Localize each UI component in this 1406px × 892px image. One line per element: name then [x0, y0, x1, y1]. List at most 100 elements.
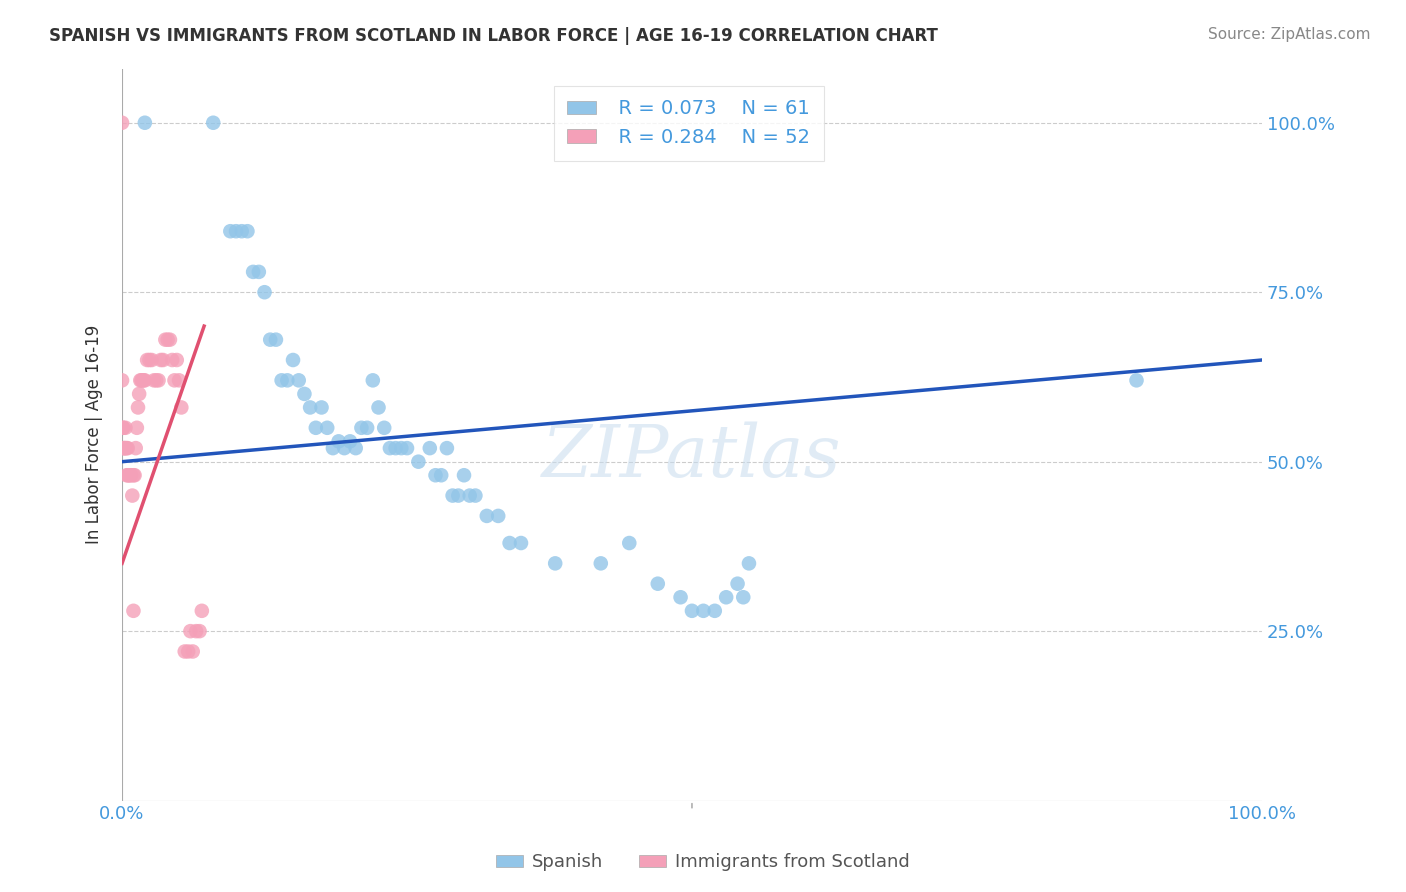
Legend:   R = 0.073    N = 61,   R = 0.284    N = 52: R = 0.073 N = 61, R = 0.284 N = 52 — [554, 86, 824, 161]
Point — [129, 373, 152, 387]
Point — [247, 265, 270, 279]
Point — [703, 604, 725, 618]
Point — [738, 557, 761, 571]
Point — [173, 644, 195, 658]
Point — [486, 508, 509, 523]
Point — [619, 536, 641, 550]
Point — [350, 421, 373, 435]
Point — [202, 116, 225, 130]
Point — [589, 557, 612, 571]
Point — [281, 353, 304, 368]
Point — [361, 373, 384, 387]
Point — [219, 224, 242, 238]
Point — [111, 373, 134, 387]
Point — [430, 468, 453, 483]
Point — [425, 468, 447, 483]
Point — [458, 489, 481, 503]
Point — [124, 468, 146, 483]
Point — [231, 224, 253, 238]
Point — [125, 441, 148, 455]
Point — [299, 401, 322, 415]
Point — [159, 333, 181, 347]
Point — [475, 508, 498, 523]
Point — [647, 576, 669, 591]
Point — [389, 441, 412, 455]
Point — [118, 468, 141, 483]
Point — [692, 604, 714, 618]
Point — [669, 591, 692, 605]
Text: ZIPatlas: ZIPatlas — [543, 421, 842, 491]
Point — [115, 441, 138, 455]
Point — [447, 489, 470, 503]
Point — [191, 604, 214, 618]
Point — [419, 441, 441, 455]
Point — [681, 604, 703, 618]
Point — [114, 441, 136, 455]
Point — [225, 224, 247, 238]
Point — [242, 265, 264, 279]
Point — [328, 434, 350, 449]
Point — [112, 421, 135, 435]
Point — [287, 373, 309, 387]
Point — [131, 373, 153, 387]
Text: Source: ZipAtlas.com: Source: ZipAtlas.com — [1208, 27, 1371, 42]
Point — [356, 421, 378, 435]
Point — [436, 441, 458, 455]
Point — [115, 468, 138, 483]
Point — [179, 624, 201, 639]
Point — [134, 373, 156, 387]
Point — [188, 624, 211, 639]
Point — [544, 557, 567, 571]
Point — [121, 489, 143, 503]
Point — [127, 401, 149, 415]
Point — [276, 373, 298, 387]
Point — [373, 421, 395, 435]
Point — [118, 468, 141, 483]
Point — [236, 224, 259, 238]
Point — [253, 285, 276, 300]
Point — [111, 116, 134, 130]
Point — [125, 421, 148, 435]
Text: SPANISH VS IMMIGRANTS FROM SCOTLAND IN LABOR FORCE | AGE 16-19 CORRELATION CHART: SPANISH VS IMMIGRANTS FROM SCOTLAND IN L… — [49, 27, 938, 45]
Point — [141, 353, 163, 368]
Point — [367, 401, 389, 415]
Point — [305, 421, 328, 435]
Point — [264, 333, 287, 347]
Point — [714, 591, 737, 605]
Point — [112, 421, 135, 435]
Point — [117, 468, 139, 483]
Point — [339, 434, 361, 449]
Point — [163, 373, 186, 387]
Point — [112, 441, 135, 455]
Point — [128, 387, 150, 401]
Point — [259, 333, 281, 347]
Point — [181, 644, 204, 658]
Point — [727, 576, 749, 591]
Point — [464, 489, 486, 503]
Point — [177, 644, 200, 658]
Point — [510, 536, 533, 550]
Point — [122, 468, 145, 483]
Point — [155, 333, 177, 347]
Point — [149, 353, 172, 368]
Point — [186, 624, 208, 639]
Point — [384, 441, 406, 455]
Point — [148, 373, 170, 387]
Point — [152, 353, 174, 368]
Point — [453, 468, 475, 483]
Point — [122, 604, 145, 618]
Point — [498, 536, 520, 550]
Point — [1125, 373, 1147, 387]
Point — [134, 116, 156, 130]
Point — [408, 455, 430, 469]
Point — [344, 441, 367, 455]
Y-axis label: In Labor Force | Age 16-19: In Labor Force | Age 16-19 — [86, 325, 103, 544]
Point — [316, 421, 339, 435]
Point — [112, 441, 135, 455]
Point — [378, 441, 401, 455]
Point — [117, 441, 139, 455]
Point — [167, 373, 190, 387]
Point — [441, 489, 464, 503]
Point — [132, 373, 155, 387]
Point — [131, 373, 153, 387]
